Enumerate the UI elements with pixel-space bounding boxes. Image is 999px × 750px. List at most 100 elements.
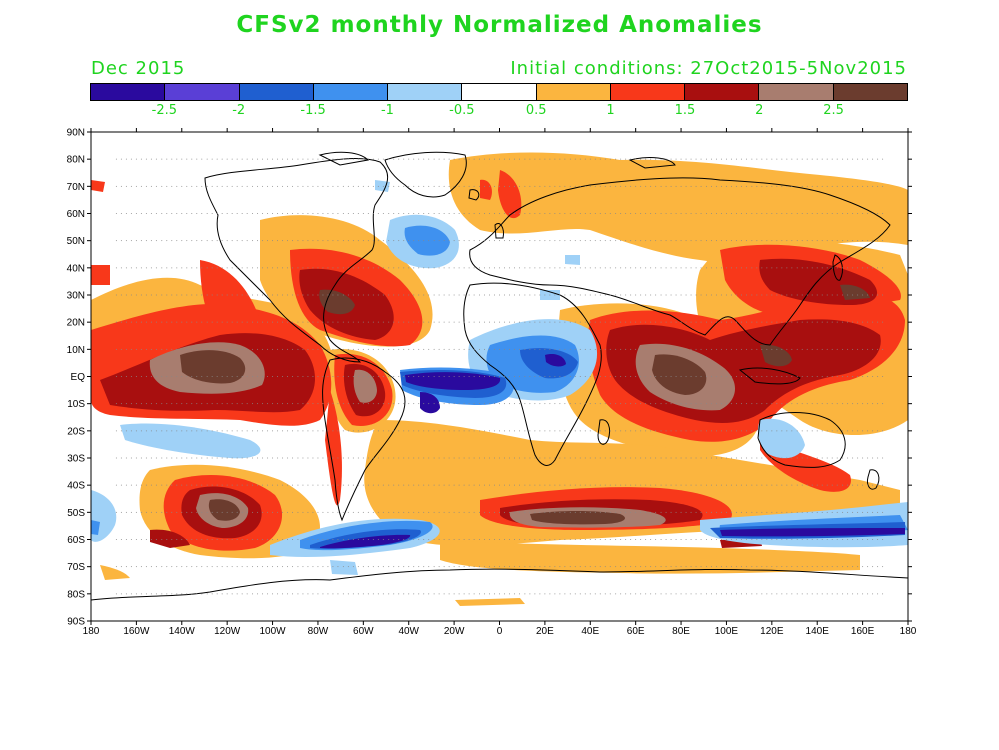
grid-dot <box>186 348 188 350</box>
grid-dot <box>630 321 632 323</box>
grid-dot <box>272 294 274 296</box>
grid-dot <box>489 240 490 242</box>
grid-dot <box>297 213 299 214</box>
grid-dot <box>852 213 854 214</box>
grid-dot <box>388 376 390 377</box>
grid-dot <box>130 158 132 160</box>
grid-dot <box>872 348 874 350</box>
lon-label: 100E <box>715 626 739 637</box>
grid-dot <box>130 539 132 540</box>
grid-dot <box>877 376 879 377</box>
grid-dot <box>735 403 737 405</box>
grid-dot <box>569 539 571 540</box>
grid-dot <box>166 185 168 187</box>
grid-dot <box>761 539 763 540</box>
grid-dot <box>801 376 803 377</box>
grid-dot <box>201 430 203 432</box>
grid-dot <box>115 403 117 405</box>
color-bar-label: -0.5 <box>449 103 475 118</box>
grid-dot <box>246 376 248 377</box>
grid-dot <box>524 348 526 350</box>
grid-dot <box>589 566 591 568</box>
grid-dot <box>882 457 884 459</box>
grid-dot <box>559 158 561 160</box>
grid-dot <box>725 185 727 187</box>
grid-dot <box>690 593 692 595</box>
grid-dot <box>776 484 778 486</box>
grid-dot <box>776 593 778 595</box>
north-america-coast <box>204 158 389 363</box>
grid-dot <box>524 321 526 323</box>
grid-dot <box>484 185 485 187</box>
grid-dot <box>796 539 798 540</box>
grid-dot <box>630 294 632 296</box>
grid-dot <box>453 457 455 459</box>
grid-dot <box>756 593 758 595</box>
grid-dot <box>257 294 259 296</box>
grid-dot <box>191 321 193 323</box>
grid-dot <box>231 593 233 595</box>
grid-dot <box>836 267 838 269</box>
grid-dot <box>761 403 763 405</box>
grid-dot <box>771 185 773 187</box>
grid-dot <box>468 267 470 269</box>
grid-dot <box>241 539 243 540</box>
grid-dot <box>453 185 455 187</box>
grid-dot <box>307 566 309 568</box>
grid-dot <box>433 321 435 323</box>
grid-dot <box>725 511 727 513</box>
grid-dot <box>635 430 637 432</box>
grid-dot <box>882 566 884 568</box>
grid-dot <box>725 158 727 160</box>
grid-dot <box>428 457 430 459</box>
forecast-month: Dec 2015 <box>91 58 186 79</box>
grid-dot <box>176 321 178 323</box>
grid-dot <box>539 539 541 540</box>
grid-dot <box>499 321 500 323</box>
grid-dot <box>140 213 142 214</box>
grid-dot <box>292 566 294 568</box>
grid-dot <box>494 430 495 432</box>
grid-dot <box>836 430 838 432</box>
grid-dot <box>544 267 546 269</box>
grid-dot <box>700 566 702 568</box>
grid-dot <box>362 511 364 513</box>
grid-dot <box>196 213 198 214</box>
grid-dot <box>826 348 828 350</box>
grid-dot <box>155 511 157 513</box>
grid-dot <box>615 457 617 459</box>
grid-dot <box>695 566 697 568</box>
grid-dot <box>539 185 541 187</box>
grid-dot <box>852 267 854 269</box>
grid-dot <box>418 457 420 459</box>
grid-dot <box>277 240 279 242</box>
grid-dot <box>791 158 793 160</box>
grid-dot <box>458 430 460 432</box>
grid-dot <box>312 158 314 160</box>
grid-dot <box>745 376 747 377</box>
grid-dot <box>186 593 188 595</box>
grid-dot <box>554 566 556 568</box>
grid-dot <box>680 484 682 486</box>
grid-dot <box>806 213 808 214</box>
grid-dot <box>529 457 531 459</box>
grid-dot <box>489 185 490 187</box>
grid-dot <box>816 240 818 242</box>
grid-dot <box>267 511 269 513</box>
grid-dot <box>458 185 460 187</box>
grid-dot <box>150 240 152 242</box>
grid-dot <box>140 403 142 405</box>
grid-dot <box>786 566 788 568</box>
grid-dot <box>463 376 465 377</box>
grid-dot <box>534 403 536 405</box>
grid-dot <box>852 403 854 405</box>
lat-label: 30N <box>67 291 85 302</box>
grid-dot <box>806 185 808 187</box>
grid-dot <box>484 158 485 160</box>
grid-dot <box>155 457 157 459</box>
grid-dot <box>720 213 722 214</box>
grid-dot <box>221 213 223 214</box>
grid-dot <box>740 430 742 432</box>
grid-dot <box>836 213 838 214</box>
grid-dot <box>438 593 440 595</box>
